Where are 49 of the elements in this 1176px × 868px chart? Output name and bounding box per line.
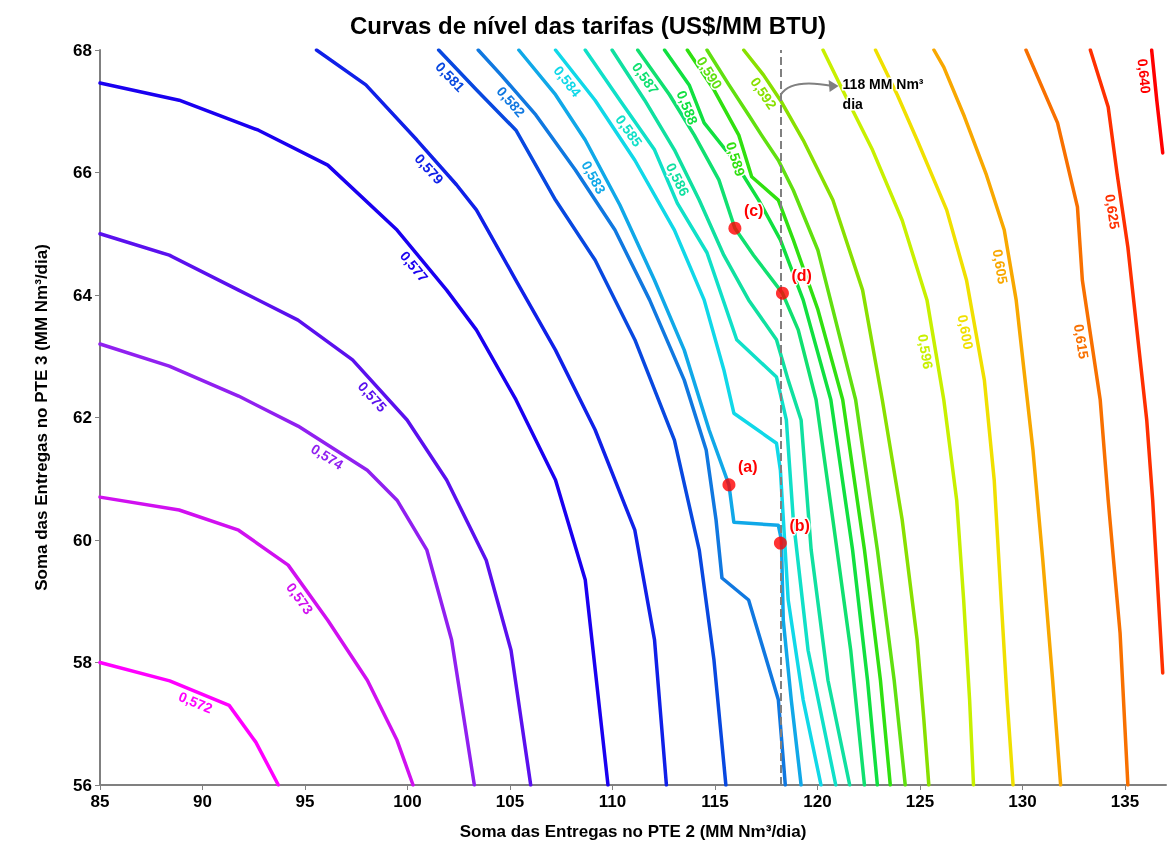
line-series [476, 48, 788, 787]
line-series [98, 232, 533, 787]
text: 0,600 [954, 313, 977, 351]
x-tick-label: 130 [1008, 792, 1037, 811]
y-tick-label: 64 [73, 285, 93, 305]
x-tick-label: 100 [393, 792, 422, 811]
y-tick-label: 62 [73, 408, 92, 427]
x-tick-label: 105 [495, 792, 525, 811]
text: 0,615 [1070, 322, 1092, 361]
text: 0,605 [989, 248, 1012, 286]
x-tick-label: 85 [90, 792, 110, 811]
text: 0,640 [1134, 57, 1155, 95]
line-series [1088, 48, 1165, 675]
text: 0,583 [578, 158, 610, 197]
text: 0,589 [722, 139, 749, 179]
y-tick-label: 66 [73, 163, 92, 182]
line-series [98, 660, 281, 787]
text: 0,572 [176, 688, 216, 717]
point [728, 221, 742, 235]
y-tick-label: 58 [73, 653, 92, 672]
line-series [98, 495, 415, 787]
x-tick-label: 115 [701, 792, 729, 811]
y-axis-title: Soma das Entregas no PTE 3 (MM Nm³/dia) [32, 244, 51, 591]
line-series [932, 48, 1063, 787]
line-series [821, 48, 976, 787]
x-tick-label: 95 [295, 792, 315, 811]
text: 0,625 [1102, 193, 1124, 231]
line-series [98, 342, 477, 787]
x-tick-label: 125 [905, 792, 935, 811]
point [773, 536, 787, 550]
text: 0,586 [662, 160, 693, 199]
point [775, 286, 789, 300]
point [722, 478, 736, 492]
x-tick-label: 110 [598, 792, 627, 811]
x-tick-label: 120 [803, 792, 832, 811]
y-tick-label: 56 [73, 775, 92, 795]
line-series [583, 48, 838, 787]
annotation: (c) [743, 201, 764, 219]
line-series [553, 48, 823, 787]
text: 0,596 [914, 332, 937, 371]
x-axis-title: Soma das Entregas no PTE 2 (MM Nm³/dia) [459, 822, 807, 841]
y-tick-label: 68 [73, 40, 92, 60]
x-tick-label: 135 [1110, 792, 1140, 811]
y-tick-label: 60 [73, 530, 92, 550]
x-tick-label: 90 [193, 792, 212, 811]
line-series [1024, 48, 1130, 787]
annotation: (a) [737, 458, 758, 476]
text: 0,588 [673, 88, 702, 127]
chart-title: Curvas de nível das tarifas (US$/MM BTU) [349, 11, 827, 39]
